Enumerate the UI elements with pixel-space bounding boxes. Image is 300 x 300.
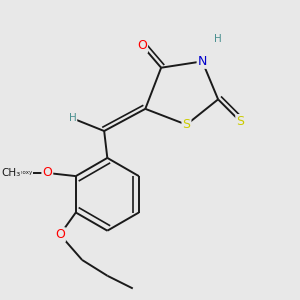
Text: CH₃: CH₃	[1, 168, 20, 178]
Text: H: H	[69, 113, 76, 123]
Text: H: H	[214, 34, 222, 44]
Text: S: S	[182, 118, 190, 131]
Text: O: O	[137, 39, 147, 52]
Text: N: N	[198, 55, 207, 68]
Text: S: S	[236, 115, 244, 128]
Text: methoxy: methoxy	[8, 170, 33, 175]
Text: O: O	[42, 167, 52, 179]
Text: O: O	[55, 228, 65, 241]
